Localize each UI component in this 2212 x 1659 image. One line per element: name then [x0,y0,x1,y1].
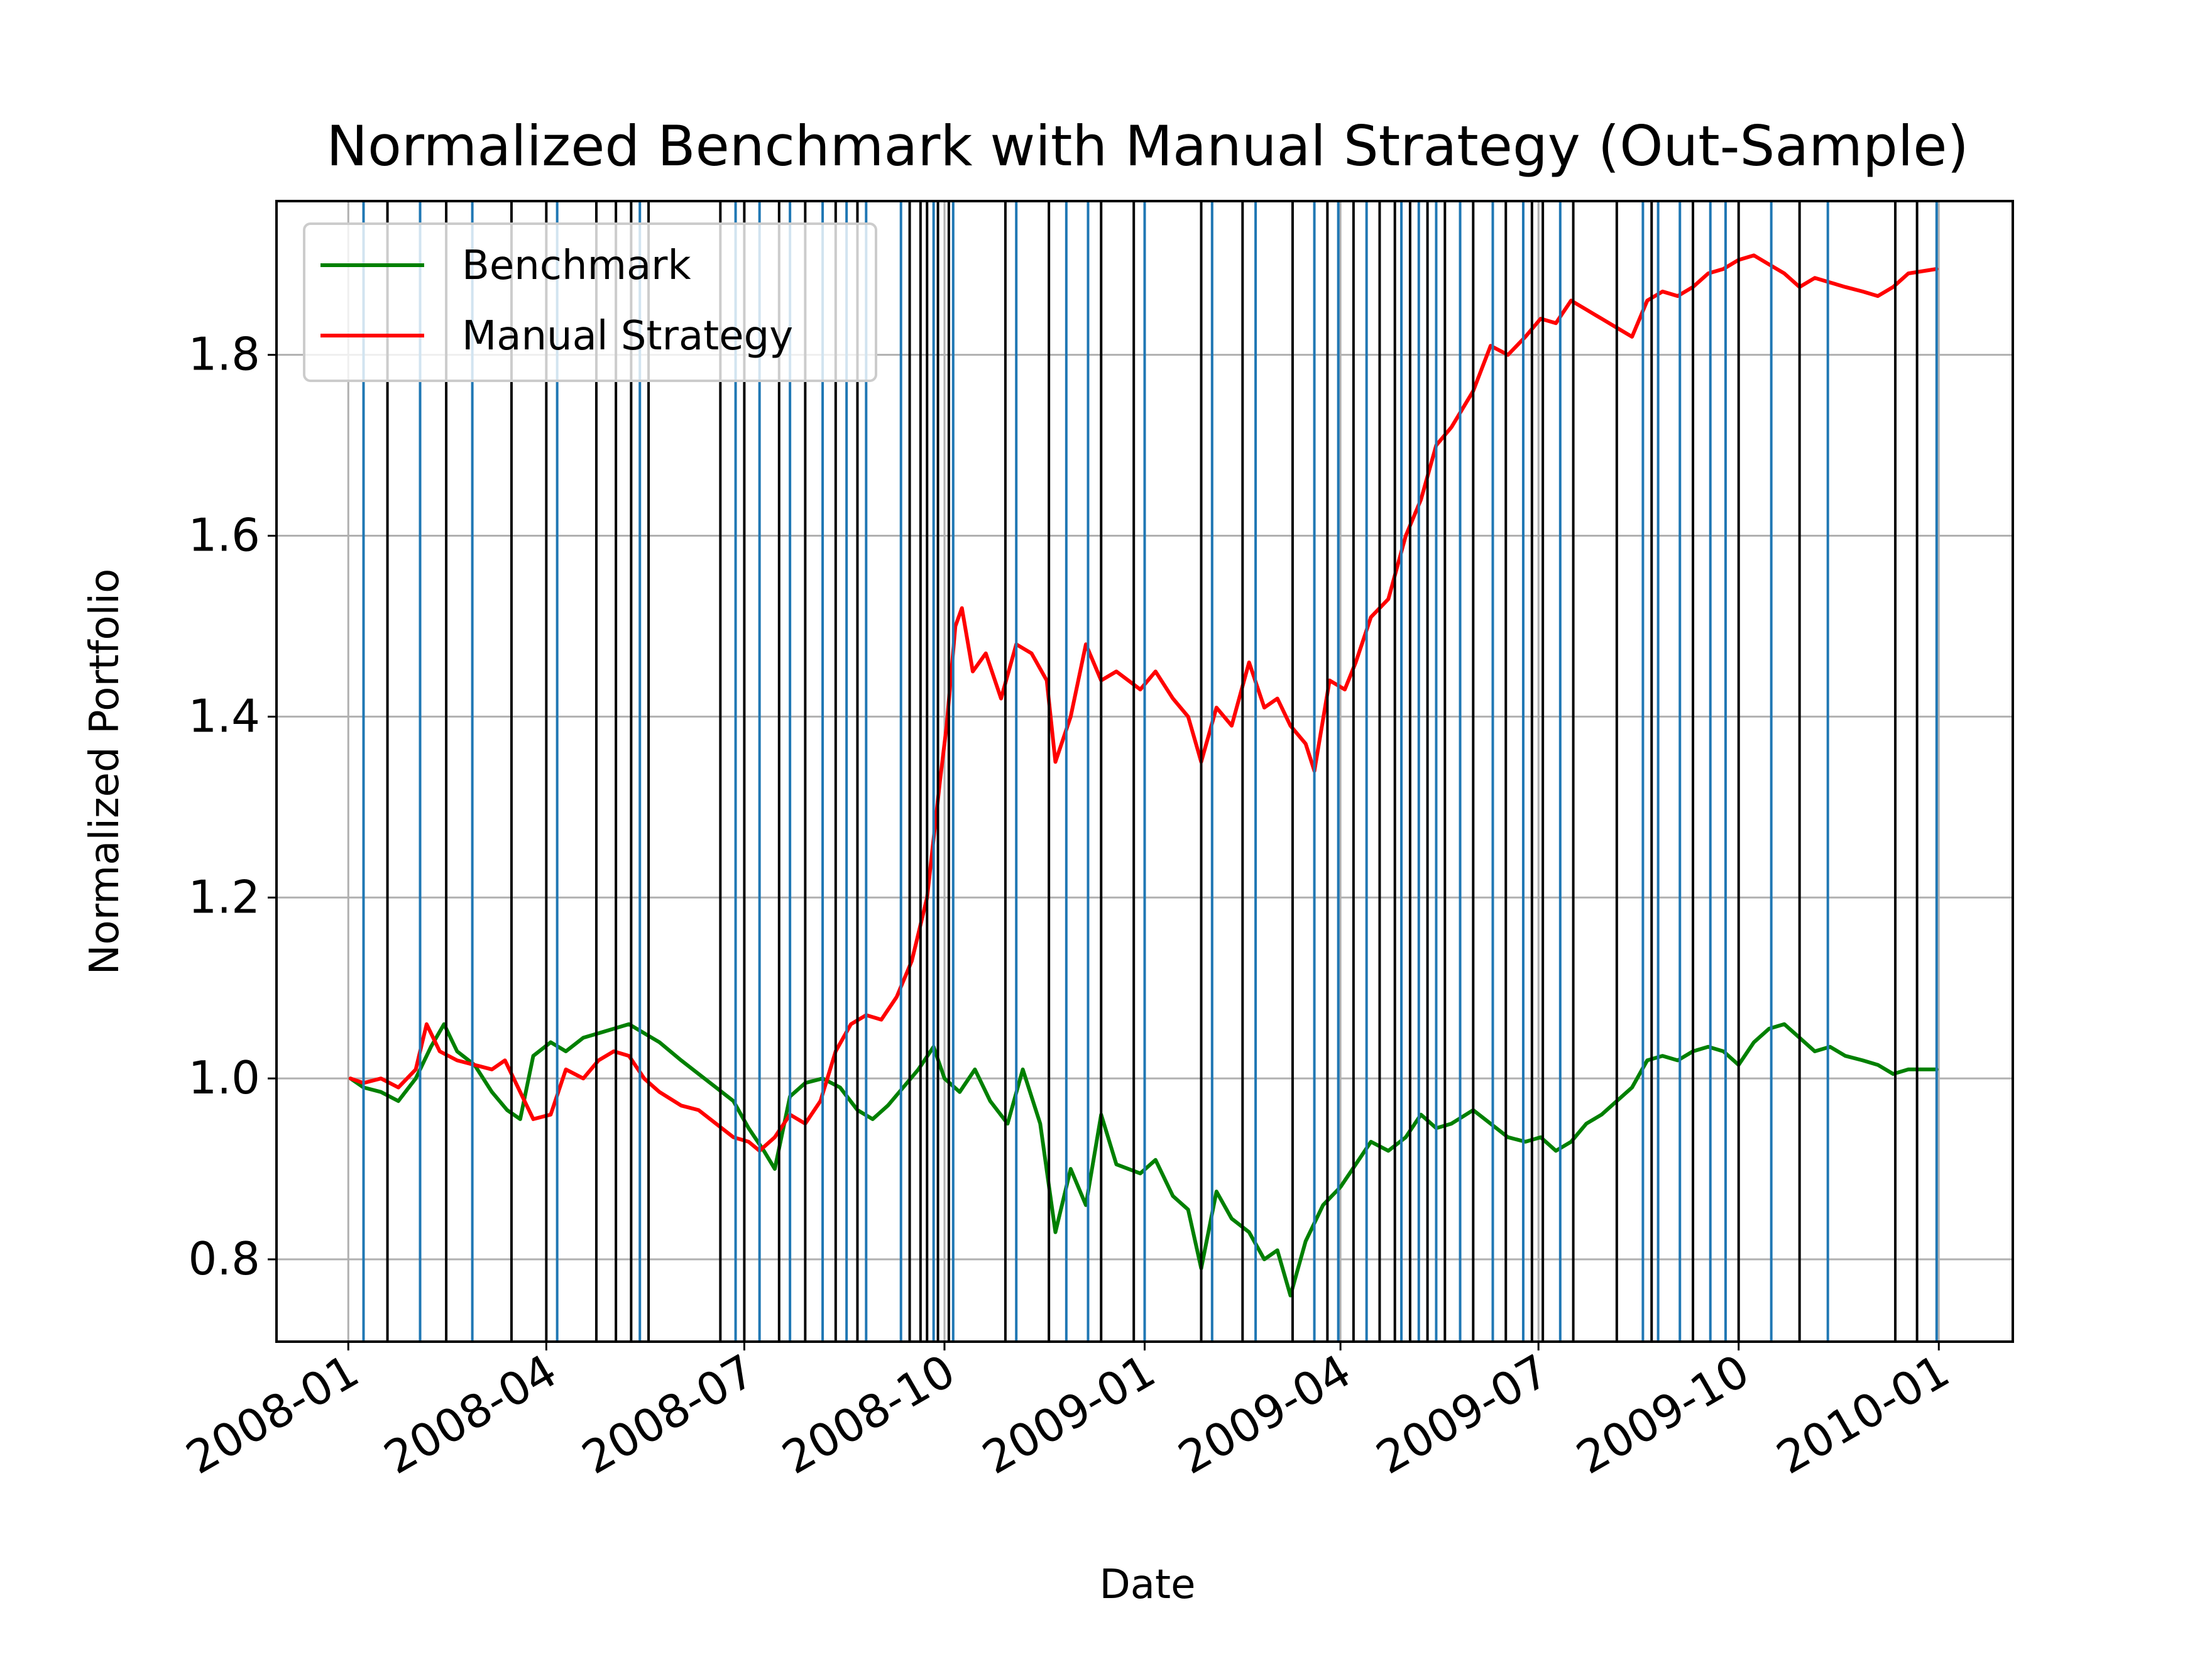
y-axis-label: Normalized Portfolio [82,569,128,975]
y-tick-label: 1.6 [188,509,260,562]
chart-title: Normalized Benchmark with Manual Strateg… [326,114,1969,178]
legend: Benchmark Manual Strategy [303,222,877,382]
y-tick-label: 1.2 [188,870,260,923]
legend-label-manual-strategy: Manual Strategy [462,313,793,359]
legend-box [303,222,877,382]
y-tick-label: 1.4 [188,689,260,742]
series-line-benchmark [348,1022,1939,1298]
y-tick-label: 0.8 [188,1232,260,1285]
signal-markers [362,201,1938,1342]
y-tick-label: 1.0 [188,1051,260,1104]
legend-label-benchmark: Benchmark [462,243,691,289]
x-axis-label: Date [1100,1562,1196,1608]
y-axis: 0.8 1.0 1.2 1.4 1.6 1.8 [188,328,276,1285]
y-tick-label: 1.8 [188,328,260,381]
